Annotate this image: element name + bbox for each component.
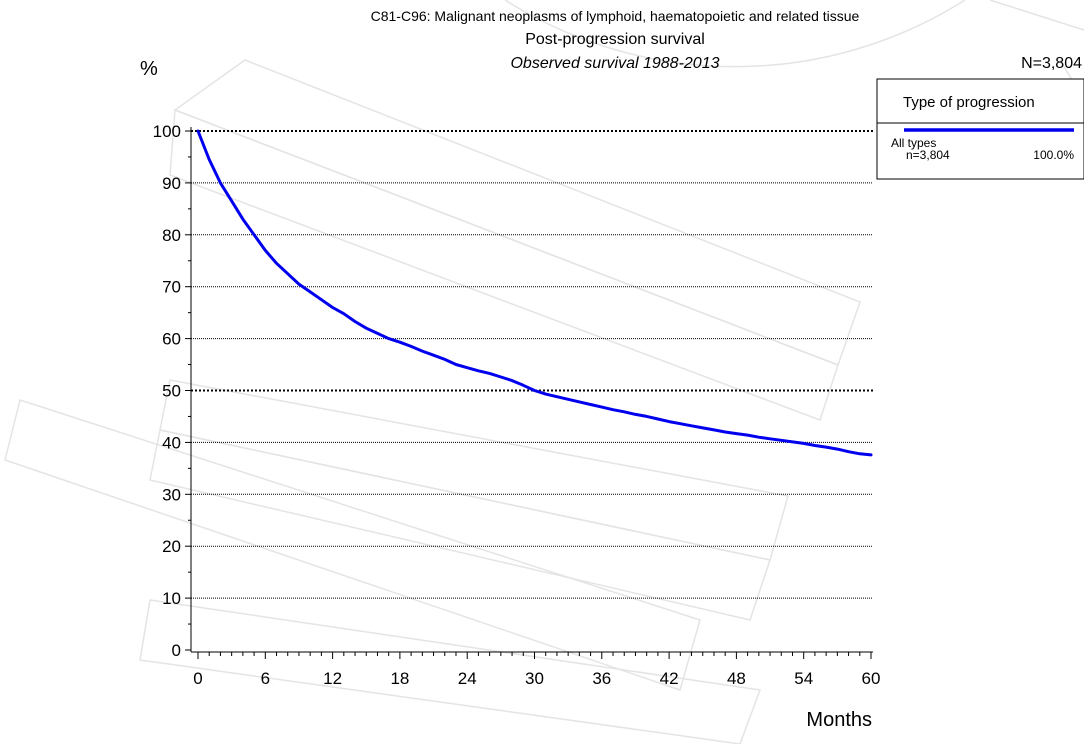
x-tick-label-6: 6 <box>261 669 270 688</box>
chart-title: C81-C96: Malignant neoplasms of lymphoid… <box>371 8 860 24</box>
y-tick-label-10: 10 <box>162 589 181 608</box>
legend-entry-label: All types <box>891 136 936 150</box>
x-tick-label-54: 54 <box>794 669 813 688</box>
y-tick-label-30: 30 <box>162 485 181 504</box>
legend-entry-pct: 100.0% <box>1033 148 1074 162</box>
x-axis: 0 6 12 18 24 30 36 42 48 54 60 <box>191 651 881 688</box>
y-tick-label-0: 0 <box>172 641 181 660</box>
y-tick-label-100: 100 <box>153 122 181 141</box>
y-tick-label-50: 50 <box>162 382 181 401</box>
legend: Type of progression All types n=3,804 10… <box>876 78 1084 180</box>
x-tick-label-36: 36 <box>592 669 611 688</box>
x-tick-label-18: 18 <box>390 669 409 688</box>
legend-entry-n: n=3,804 <box>906 148 950 162</box>
x-axis-label: Months <box>806 709 872 731</box>
x-tick-label-0: 0 <box>193 669 202 688</box>
y-axis: 0 10 20 30 40 50 60 70 80 90 100 <box>153 122 192 660</box>
x-tick-label-30: 30 <box>525 669 544 688</box>
y-tick-label-20: 20 <box>162 537 181 556</box>
x-tick-label-42: 42 <box>660 669 679 688</box>
legend-title: Type of progression <box>903 94 1035 111</box>
y-tick-label-40: 40 <box>162 433 181 452</box>
y-axis-unit-label: % <box>140 58 158 80</box>
series-line-all-types <box>196 129 873 457</box>
x-tick-label-48: 48 <box>727 669 746 688</box>
x-tick-label-60: 60 <box>862 669 881 688</box>
chart-subtitle-italic: Observed survival 1988-2013 <box>510 55 719 72</box>
grid-lines <box>191 130 873 599</box>
y-tick-label-80: 80 <box>162 226 181 245</box>
x-tick-label-12: 12 <box>323 669 342 688</box>
series-group <box>196 129 873 457</box>
y-tick-label-70: 70 <box>162 278 181 297</box>
chart-subtitle: Post-progression survival <box>525 31 705 48</box>
x-tick-label-24: 24 <box>458 669 477 688</box>
y-tick-label-60: 60 <box>162 330 181 349</box>
total-n-label: N=3,804 <box>1021 55 1082 72</box>
y-tick-label-90: 90 <box>162 174 181 193</box>
